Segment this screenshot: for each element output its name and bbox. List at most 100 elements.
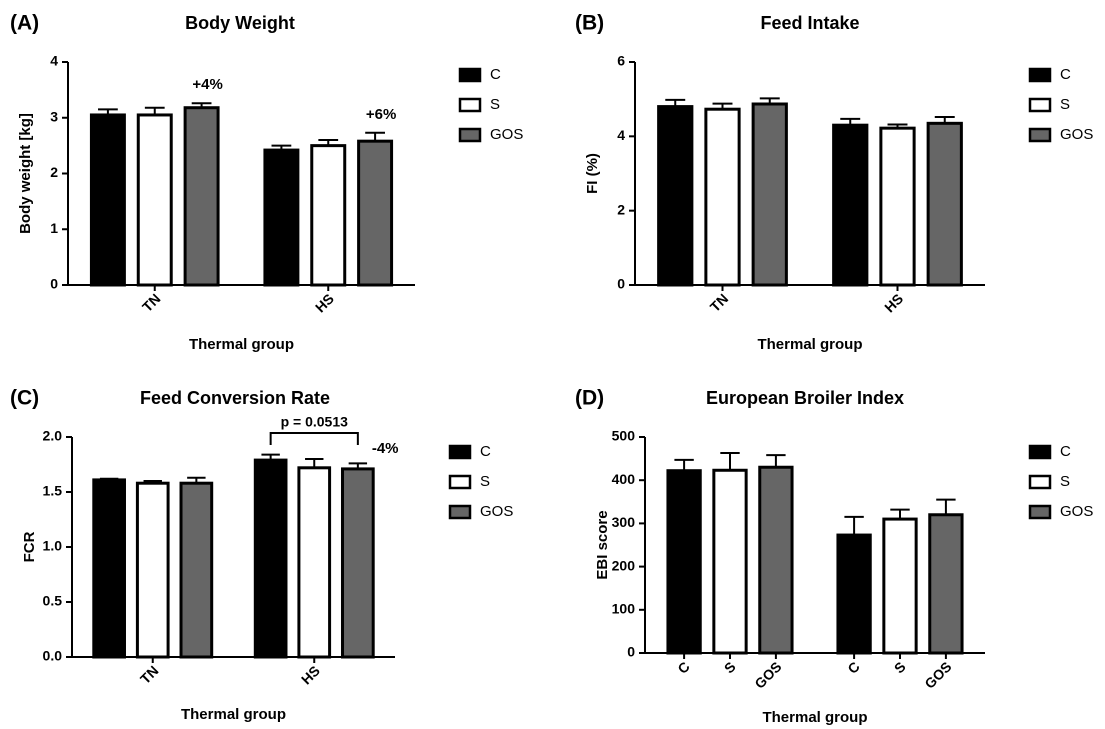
bar: [657, 105, 694, 287]
y-tick-label: 0.0: [43, 648, 63, 664]
legend-swatch: [458, 97, 482, 113]
legend-label: C: [490, 66, 501, 83]
bar: [882, 517, 918, 655]
chart-title: Feed Conversion Rate: [140, 388, 330, 408]
y-tick-label: 1.5: [43, 483, 63, 499]
annotation: p = 0.0513: [281, 414, 349, 430]
y-tick-label: 3: [50, 108, 58, 124]
x-tick-label: TN: [139, 290, 164, 315]
y-tick-label: 300: [612, 514, 636, 530]
x-tick-label: C: [844, 658, 862, 676]
bar: [751, 102, 788, 287]
chart-title: Feed Intake: [760, 13, 859, 33]
legend-swatch: [1028, 474, 1052, 490]
legend-label: C: [1060, 443, 1071, 460]
y-tick-label: 2: [617, 201, 625, 217]
legend-swatch: [1028, 67, 1052, 83]
x-tick-label: TN: [707, 290, 732, 315]
y-axis-label: FCR: [21, 531, 38, 562]
bar: [183, 106, 220, 287]
x-tick-label: S: [891, 658, 909, 676]
y-axis-label: Body weight [kg]: [17, 113, 34, 234]
y-axis-label: EBI score: [594, 510, 611, 579]
bar: [758, 465, 794, 655]
y-tick-label: 6: [617, 53, 625, 69]
y-tick-label: 100: [612, 601, 636, 617]
bar: [310, 144, 347, 287]
chart-title: European Broiler Index: [706, 388, 904, 408]
legend-label: C: [1060, 66, 1071, 83]
panel-label: (A): [10, 12, 39, 35]
x-tick-label: GOS: [921, 658, 954, 691]
y-axis-label: FI (%): [584, 153, 601, 194]
bar: [836, 533, 872, 655]
y-tick-label: 0: [617, 276, 625, 292]
bracket: [269, 432, 359, 445]
bar: [341, 467, 375, 659]
bar: [297, 466, 332, 659]
y-tick-label: 2: [50, 164, 58, 180]
legend-label: GOS: [1060, 503, 1093, 520]
annotation: +6%: [366, 106, 396, 123]
bar: [928, 513, 964, 655]
legend-label: S: [1060, 473, 1070, 490]
legend-swatch: [458, 127, 482, 143]
bar: [712, 468, 748, 655]
panel-label: (D): [575, 387, 604, 410]
bar: [253, 458, 288, 659]
legend-swatch: [448, 474, 472, 490]
legend-label: S: [490, 96, 500, 113]
bar: [179, 481, 214, 659]
x-axis-label: Thermal group: [762, 709, 867, 726]
y-tick-label: 1: [50, 220, 58, 236]
x-axis-label: Thermal group: [181, 706, 286, 723]
legend-swatch: [1028, 444, 1052, 460]
legend-swatch: [458, 67, 482, 83]
legend-swatch: [1028, 127, 1052, 143]
y-tick-label: 4: [617, 127, 625, 143]
legend-swatch: [448, 444, 472, 460]
legend-swatch: [1028, 97, 1052, 113]
y-tick-label: 0: [50, 276, 58, 292]
bar: [263, 148, 300, 287]
panel-label: (B): [575, 12, 604, 35]
y-tick-label: 0: [627, 644, 635, 660]
legend-label: C: [480, 443, 491, 460]
legend-label: GOS: [490, 126, 523, 143]
bar: [704, 107, 741, 287]
bar: [135, 481, 170, 659]
legend-swatch: [1028, 504, 1052, 520]
y-tick-label: 2.0: [43, 428, 63, 444]
y-tick-label: 0.5: [43, 593, 63, 609]
legend-label: S: [480, 473, 490, 490]
x-tick-label: HS: [298, 662, 323, 687]
chart-title: Body Weight: [185, 13, 295, 33]
bar: [879, 126, 916, 287]
x-tick-label: S: [721, 658, 739, 676]
bar: [92, 478, 126, 659]
x-tick-label: C: [674, 658, 692, 676]
panel-label: (C): [10, 387, 39, 410]
x-tick-label: HS: [881, 290, 906, 315]
legend-label: GOS: [480, 503, 513, 520]
annotation: +4%: [192, 76, 222, 93]
x-tick-label: TN: [137, 662, 162, 687]
y-tick-label: 200: [612, 557, 636, 573]
bar: [357, 139, 394, 287]
annotation: -4%: [372, 440, 399, 457]
y-tick-label: 4: [50, 53, 58, 69]
bar: [136, 113, 173, 287]
bar: [926, 121, 963, 287]
y-tick-label: 1.0: [43, 538, 63, 554]
legend-swatch: [448, 504, 472, 520]
bar: [89, 113, 126, 287]
y-tick-label: 500: [612, 428, 636, 444]
bar: [832, 123, 869, 287]
legend-label: GOS: [1060, 126, 1093, 143]
x-axis-label: Thermal group: [757, 336, 862, 353]
bar: [666, 469, 702, 655]
x-tick-label: HS: [312, 290, 337, 315]
x-tick-label: GOS: [751, 658, 784, 691]
y-tick-label: 400: [612, 471, 636, 487]
